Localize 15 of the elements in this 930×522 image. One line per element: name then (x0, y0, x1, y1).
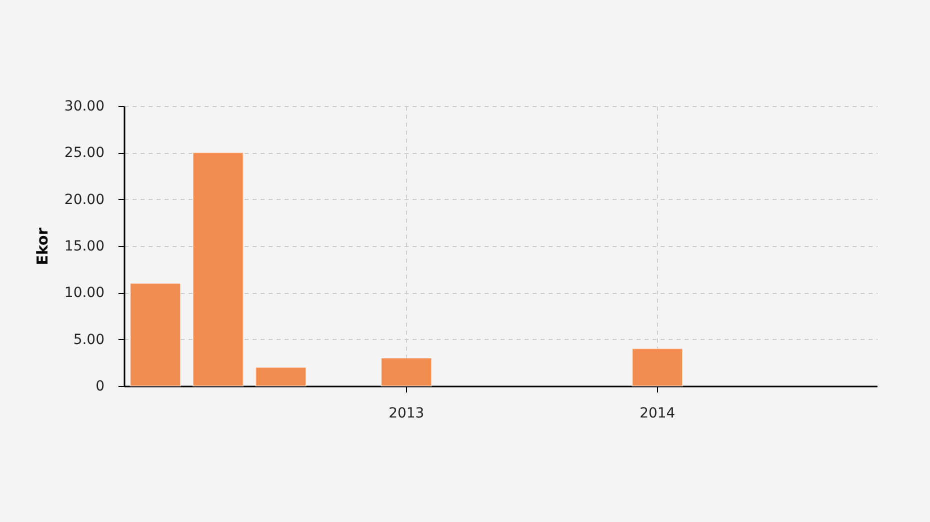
bar (632, 348, 683, 386)
bar (255, 366, 306, 386)
y-tick-label: 20.00 (64, 192, 104, 208)
bar (380, 358, 432, 386)
y-tick-label: 15.00 (64, 238, 104, 254)
x-tick-label: 2014 (640, 406, 676, 422)
y-axis-title: Ekor (33, 227, 52, 266)
x-tick-label: 2013 (388, 406, 424, 422)
y-tick-label: 0 (96, 378, 104, 394)
y-tick-label: 10.00 (64, 285, 104, 302)
y-tick-label: 5.00 (73, 332, 104, 348)
y-tick-label: 30.00 (64, 98, 104, 114)
y-tick-label: 25.00 (64, 145, 104, 162)
bar (130, 282, 181, 386)
bar (192, 152, 244, 386)
